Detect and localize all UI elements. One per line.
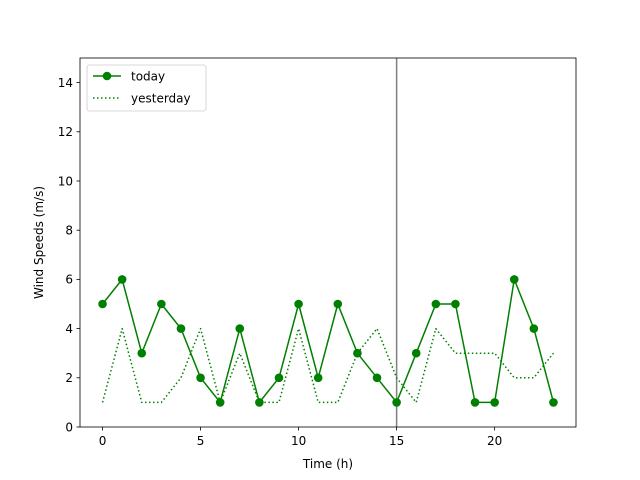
y-axis-label: Wind Speeds (m/s) (32, 186, 46, 299)
y-tick-label: 0 (65, 420, 73, 434)
data-point-today (372, 373, 382, 383)
data-point-today (196, 373, 205, 383)
data-point-today (313, 373, 323, 383)
chart-marks (98, 58, 558, 427)
y-tick-label: 12 (58, 125, 73, 139)
data-point-today (117, 275, 127, 284)
data-point-today (98, 299, 107, 309)
data-point-today (274, 373, 284, 383)
y-tick-label: 6 (65, 273, 73, 287)
data-point-today (529, 324, 539, 333)
axes: 0 5 10 15 20 0 2 4 6 8 10 12 14 (58, 76, 503, 448)
data-point-today (509, 275, 519, 284)
x-tick-label: 20 (487, 434, 502, 448)
legend: today yesterday (86, 64, 207, 112)
data-point-today (451, 299, 460, 309)
x-axis-label: Time (h) (302, 457, 353, 471)
data-point-today (157, 299, 166, 309)
data-point-today (294, 299, 303, 309)
data-point-today (137, 348, 147, 358)
y-tick-label: 2 (65, 371, 73, 385)
data-point-today (255, 398, 264, 407)
data-point-today (470, 398, 480, 407)
data-point-today (431, 299, 441, 309)
data-point-today (176, 324, 186, 333)
x-tick-label: 10 (291, 434, 306, 448)
data-point-today (235, 324, 245, 333)
legend-label-today: today (131, 69, 165, 83)
legend-marker-today (102, 71, 112, 81)
plot-area (80, 58, 576, 427)
data-point-today (333, 299, 343, 309)
data-point-today (392, 398, 401, 407)
series-line-yesterday (101, 327, 555, 404)
x-tick-label: 5 (197, 434, 205, 448)
data-point-today (411, 348, 421, 358)
plot-frame (79, 57, 577, 428)
y-tick-label: 4 (65, 322, 73, 336)
data-point-today (490, 398, 499, 407)
y-tick-label: 10 (58, 174, 73, 188)
y-tick-label: 8 (65, 224, 73, 238)
legend-label-yesterday: yesterday (131, 91, 191, 105)
x-tick-label: 0 (99, 434, 107, 448)
y-tick-label: 14 (58, 76, 73, 90)
data-point-today (353, 348, 362, 358)
data-point-today (549, 398, 558, 407)
x-tick-label: 15 (389, 434, 404, 448)
